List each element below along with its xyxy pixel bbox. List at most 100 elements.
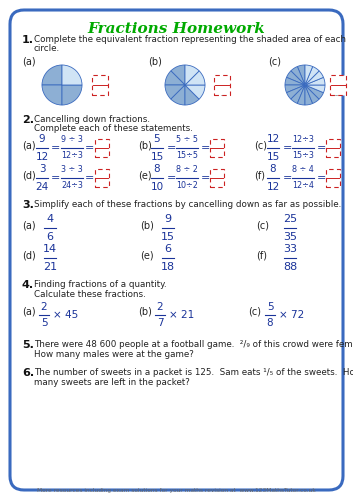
Text: 24: 24 — [35, 182, 49, 192]
Text: Complete each of these statements.: Complete each of these statements. — [34, 124, 193, 133]
Text: (c): (c) — [254, 140, 267, 150]
Text: circle.: circle. — [34, 44, 60, 53]
Wedge shape — [62, 85, 82, 105]
Text: 5: 5 — [154, 134, 160, 144]
Text: =: = — [166, 173, 176, 183]
Text: (b): (b) — [140, 220, 154, 230]
Text: (b): (b) — [148, 57, 162, 67]
Text: 15: 15 — [150, 152, 164, 162]
Text: 4: 4 — [97, 89, 103, 98]
Text: 12÷3: 12÷3 — [61, 152, 83, 160]
Bar — [92, 75, 108, 95]
Wedge shape — [62, 65, 82, 85]
Text: (a): (a) — [22, 220, 36, 230]
Bar — [214, 75, 230, 95]
Text: (e): (e) — [138, 170, 152, 180]
Text: 6: 6 — [47, 232, 54, 241]
Text: (a): (a) — [22, 57, 36, 67]
Bar — [95, 139, 109, 157]
Text: (e): (e) — [140, 250, 154, 260]
Wedge shape — [285, 78, 305, 85]
Text: × 72: × 72 — [279, 310, 304, 320]
Text: (f): (f) — [254, 170, 265, 180]
Text: many sweets are left in the packet?: many sweets are left in the packet? — [34, 378, 190, 387]
Text: 8: 8 — [267, 318, 273, 328]
Text: (b): (b) — [138, 306, 152, 316]
Text: 6.: 6. — [22, 368, 34, 378]
Wedge shape — [297, 85, 305, 105]
Wedge shape — [185, 85, 205, 99]
Text: 9: 9 — [164, 214, 172, 224]
Text: 12: 12 — [35, 152, 49, 162]
Wedge shape — [305, 85, 313, 105]
Text: 8 ÷ 2: 8 ÷ 2 — [176, 166, 198, 174]
Text: Finding fractions of a quantity.: Finding fractions of a quantity. — [34, 280, 167, 289]
Text: =: = — [85, 173, 95, 183]
Bar — [210, 169, 224, 187]
Text: (c): (c) — [256, 220, 269, 230]
Wedge shape — [297, 65, 305, 85]
Wedge shape — [185, 65, 199, 85]
Wedge shape — [291, 66, 305, 85]
Text: The number of sweets in a packet is 125.  Sam eats ¹/₅ of the sweets.  How: The number of sweets in a packet is 125.… — [34, 368, 353, 377]
FancyBboxPatch shape — [10, 10, 343, 490]
Text: 33: 33 — [283, 244, 297, 254]
Bar — [95, 169, 109, 187]
Text: 4.: 4. — [22, 280, 34, 290]
Wedge shape — [165, 85, 185, 99]
Text: =: = — [51, 173, 61, 183]
Text: 8: 8 — [270, 164, 276, 174]
Text: 3 ÷ 3: 3 ÷ 3 — [61, 166, 83, 174]
Wedge shape — [291, 85, 305, 103]
Text: 8 ÷ 4: 8 ÷ 4 — [292, 166, 314, 174]
Text: Fractions Homework: Fractions Homework — [87, 22, 265, 36]
Text: (b): (b) — [138, 140, 152, 150]
Text: 2: 2 — [41, 302, 47, 312]
Text: There were 48 600 people at a football game.  ²/₉ of this crowd were female.: There were 48 600 people at a football g… — [34, 340, 353, 349]
Text: 24÷3: 24÷3 — [61, 182, 83, 190]
Wedge shape — [287, 85, 305, 99]
Wedge shape — [305, 85, 325, 92]
Wedge shape — [305, 71, 323, 85]
Wedge shape — [305, 85, 323, 99]
Text: (c): (c) — [248, 306, 261, 316]
Text: 10÷2: 10÷2 — [176, 182, 198, 190]
Text: (a): (a) — [22, 306, 36, 316]
Text: 5.: 5. — [22, 340, 34, 350]
Text: 12: 12 — [267, 182, 280, 192]
Bar — [330, 75, 346, 95]
Text: 8: 8 — [219, 89, 225, 98]
Text: 21: 21 — [43, 262, 57, 272]
Wedge shape — [185, 71, 205, 85]
Text: =: = — [282, 173, 292, 183]
Text: 9: 9 — [39, 134, 45, 144]
Text: 5: 5 — [41, 318, 47, 328]
Text: 7: 7 — [157, 318, 163, 328]
Text: 4: 4 — [47, 214, 54, 224]
Text: 3: 3 — [39, 164, 45, 174]
Text: 15÷3: 15÷3 — [292, 152, 314, 160]
Text: 25: 25 — [283, 214, 297, 224]
Text: 15: 15 — [161, 232, 175, 241]
Text: 1.: 1. — [22, 35, 34, 45]
Text: 14: 14 — [43, 244, 57, 254]
Wedge shape — [305, 85, 319, 103]
Text: 6: 6 — [164, 244, 172, 254]
Text: (c): (c) — [268, 57, 281, 67]
Text: 12÷3: 12÷3 — [292, 136, 314, 144]
Text: =: = — [316, 143, 326, 153]
Text: (a): (a) — [22, 140, 36, 150]
Text: 2: 2 — [157, 302, 163, 312]
Wedge shape — [305, 65, 313, 85]
Text: =: = — [282, 143, 292, 153]
Text: 9 ÷ 3: 9 ÷ 3 — [61, 136, 83, 144]
Wedge shape — [287, 71, 305, 85]
Text: 5 ÷ 5: 5 ÷ 5 — [176, 136, 198, 144]
Text: (d): (d) — [22, 170, 36, 180]
Bar — [210, 139, 224, 157]
Text: How many males were at the game?: How many males were at the game? — [34, 350, 194, 359]
Text: 15÷5: 15÷5 — [176, 152, 198, 160]
Text: × 21: × 21 — [169, 310, 194, 320]
Text: Complete the equivalent fraction representing the shaded area of each: Complete the equivalent fraction represe… — [34, 35, 346, 44]
Text: =: = — [316, 173, 326, 183]
